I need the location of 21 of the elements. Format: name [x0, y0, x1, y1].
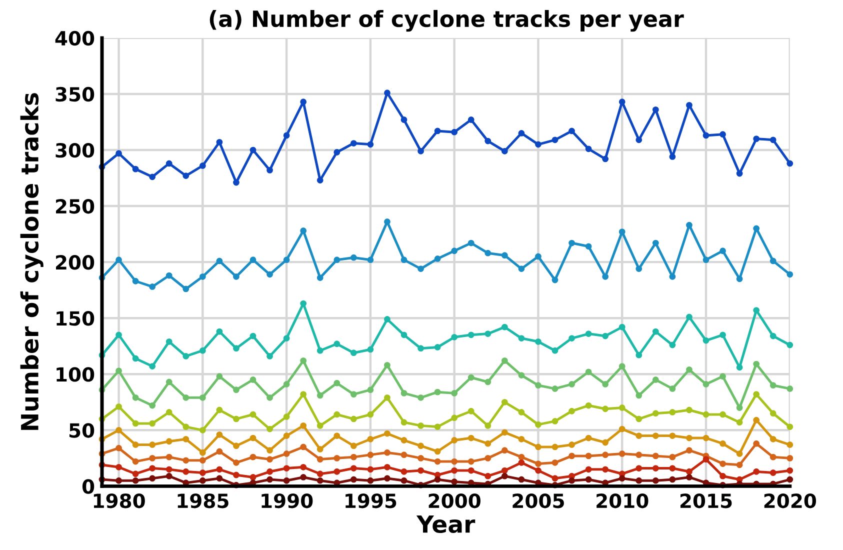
y-axis-title: Number of cyclone tracks [20, 93, 44, 430]
y-tick-label: 50 [70, 423, 94, 438]
y-tick-label: 100 [56, 367, 94, 382]
x-tick-label: 1995 [346, 494, 396, 508]
y-tick-label: 0 [82, 479, 94, 494]
x-tick-label: 2000 [428, 493, 480, 508]
y-tick-label: 350 [56, 86, 94, 102]
y-tick-label: 200 [56, 255, 94, 270]
x-tick-label: 2020 [764, 493, 816, 508]
y-tick-label: 400 [55, 30, 94, 46]
x-tick-label: 1990 [262, 493, 313, 508]
chart-title: (a) Number of cyclone tracks per year [210, 10, 684, 32]
x-tick-label: 1985 [178, 493, 228, 508]
x-tick-label: 2015 [680, 493, 732, 508]
y-tick-label: 300 [56, 142, 94, 158]
x-axis-title: Year [416, 515, 476, 534]
x-tick-label: 1980 [94, 493, 145, 508]
y-tick-label: 150 [56, 311, 94, 326]
y-tick-label: 250 [56, 199, 94, 214]
x-tick-label: 2010 [596, 493, 648, 508]
x-tick-label: 2005 [512, 493, 564, 508]
